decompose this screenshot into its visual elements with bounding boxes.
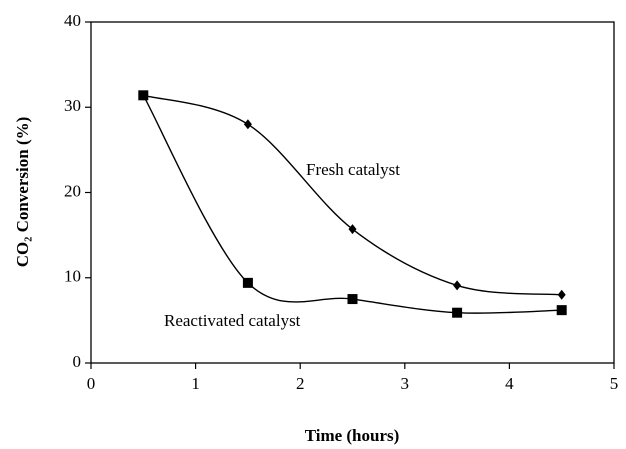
y-axis-label: CO₂ Conversion (%)	[13, 117, 32, 268]
marker	[557, 289, 566, 300]
x-tick-label: 3	[401, 374, 410, 393]
x-axis-label: Time (hours)	[305, 426, 400, 445]
x-tick-label: 5	[610, 374, 619, 393]
x-tick-label: 1	[191, 374, 200, 393]
x-tick-label: 4	[505, 374, 514, 393]
x-tick-label: 2	[296, 374, 305, 393]
marker	[556, 305, 567, 316]
marker	[348, 224, 357, 235]
y-tick-label: 10	[64, 267, 81, 286]
series-line	[142, 94, 562, 314]
series-line	[143, 94, 562, 296]
marker	[242, 277, 253, 288]
series-label: Reactivated catalyst	[164, 311, 301, 330]
y-tick-label: 30	[64, 96, 81, 115]
marker	[138, 90, 149, 101]
y-tick-label: 40	[64, 11, 81, 30]
marker	[452, 307, 463, 318]
y-tick-label: 20	[64, 181, 81, 200]
marker	[347, 294, 358, 305]
marker	[453, 280, 462, 291]
y-tick-label: 0	[73, 352, 82, 371]
marker	[243, 119, 252, 130]
x-tick-label: 0	[87, 374, 96, 393]
series-label: Fresh catalyst	[306, 160, 400, 179]
